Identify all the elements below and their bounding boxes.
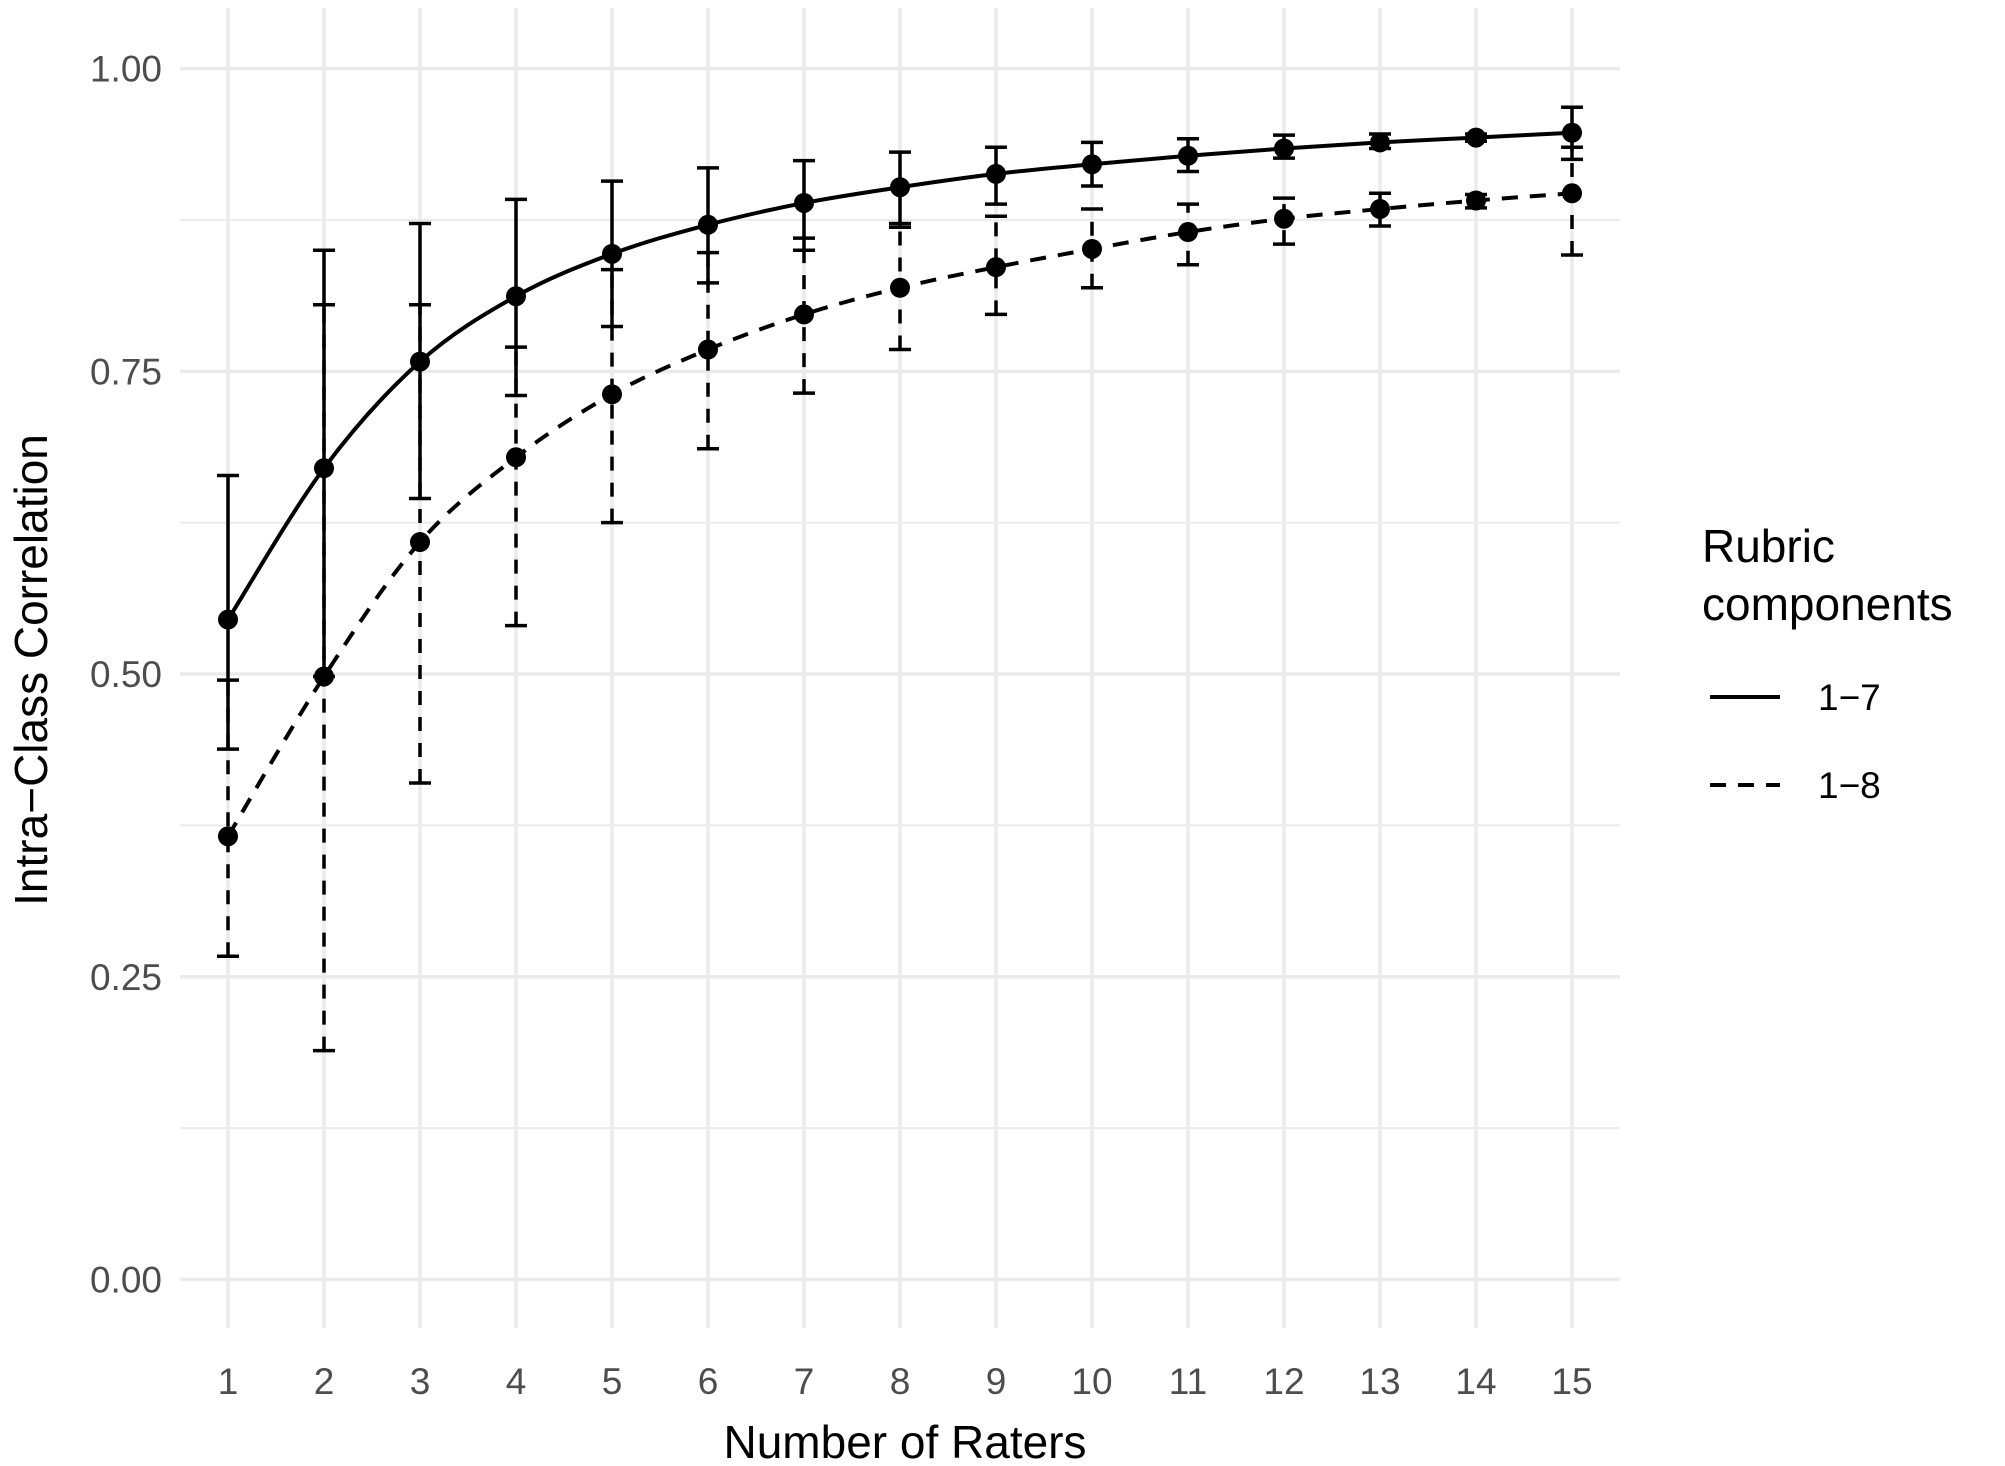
data-point-s2-15 (1562, 183, 1582, 204)
legend-title-line-2: components (1702, 578, 1953, 630)
error-bar-s2-6 (697, 250, 719, 451)
x-tick-label-13: 13 (1359, 1361, 1400, 1402)
x-tick-label-7: 7 (794, 1361, 815, 1402)
error-bar-s2-4 (505, 345, 527, 628)
x-tick-label-3: 3 (410, 1361, 431, 1402)
tick-labels: 0.000.250.500.751.001 2 3 4 5 6 7 8 9 10 11 12 13 14 1… (90, 49, 1593, 1402)
data-point-s1-15 (1562, 122, 1582, 143)
x-tick-label-8: 8 (890, 1361, 911, 1402)
data-point-s2-14 (1466, 190, 1486, 211)
data-point-s1-1 (218, 609, 238, 630)
error-bar-s2-5 (601, 267, 623, 525)
error-bar-s2-13 (1369, 191, 1391, 228)
data-point-s2-9 (986, 257, 1006, 278)
x-tick-label-6: 6 (698, 1361, 719, 1402)
y-tick-label-1: 0.25 (90, 957, 162, 998)
data-point-s2-8 (890, 277, 910, 298)
data-point-s2-13 (1370, 199, 1390, 220)
y-tick-label-3: 0.75 (90, 351, 162, 392)
data-point-s1-4 (506, 286, 526, 307)
error-bar-s2-1 (217, 678, 239, 958)
data-point-s1-11 (1178, 145, 1198, 166)
x-tick-label-5: 5 (602, 1361, 623, 1402)
data-point-s1-14 (1466, 127, 1486, 148)
data-point-s1-6 (698, 214, 718, 235)
data-point-s2-12 (1274, 208, 1294, 229)
data-point-s1-3 (410, 351, 430, 372)
legend-label-series-1: 1−7 (1818, 677, 1881, 718)
data-point-s1-10 (1082, 154, 1102, 175)
x-tick-label-2: 2 (314, 1361, 335, 1402)
data-point-s2-3 (410, 532, 430, 553)
error-bar-s2-9 (985, 214, 1007, 317)
series-points (218, 122, 1582, 847)
legend-title-line-1: Rubric (1702, 520, 1835, 572)
data-point-s1-5 (602, 243, 622, 264)
y-tick-label-2: 0.50 (90, 654, 162, 695)
x-tick-label-10: 10 (1071, 1361, 1112, 1402)
y-tick-label-0: 0.00 (90, 1260, 162, 1301)
x-tick-label-9: 9 (986, 1361, 1007, 1402)
data-point-s2-2 (314, 666, 334, 687)
x-tick-label-1: 1 (218, 1361, 239, 1402)
y-tick-label-4: 1.00 (90, 49, 162, 90)
error-bar-s2-12 (1273, 196, 1295, 246)
x-tick-label-14: 14 (1455, 1361, 1496, 1402)
data-point-s2-7 (794, 304, 814, 325)
legend: Rubric components 1−7 1−8 (1702, 520, 1953, 806)
x-tick-label-11: 11 (1169, 1361, 1207, 1402)
data-point-s2-10 (1082, 238, 1102, 259)
y-axis-title: Intra−Class Correlation (5, 434, 57, 906)
data-point-s1-9 (986, 163, 1006, 184)
x-tick-label-4: 4 (506, 1361, 527, 1402)
x-tick-label-15: 15 (1551, 1361, 1592, 1402)
data-point-s2-6 (698, 339, 718, 360)
data-point-s1-8 (890, 177, 910, 198)
data-point-s2-4 (506, 447, 526, 468)
data-point-s2-11 (1178, 222, 1198, 243)
data-point-s1-7 (794, 192, 814, 213)
x-tick-label-12: 12 (1263, 1361, 1304, 1402)
data-point-s1-12 (1274, 138, 1294, 159)
error-bar-s2-7 (793, 236, 815, 395)
data-point-s2-1 (218, 826, 238, 847)
x-axis-title: Number of Raters (723, 1416, 1086, 1466)
data-point-s2-5 (602, 384, 622, 405)
data-point-s1-2 (314, 458, 334, 479)
legend-label-series-2: 1−8 (1818, 765, 1881, 806)
data-point-s1-13 (1370, 132, 1390, 153)
